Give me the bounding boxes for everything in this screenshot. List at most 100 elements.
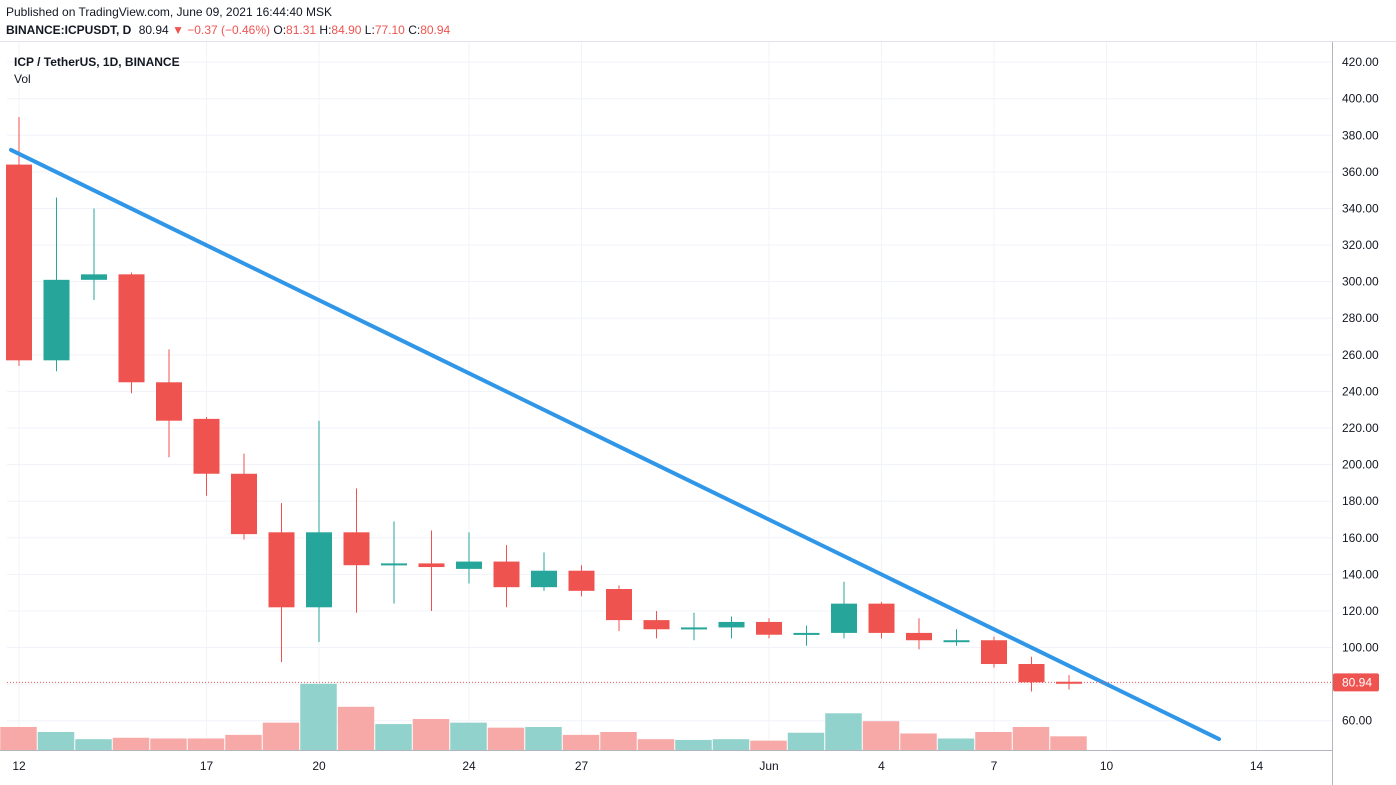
- candle-body[interactable]: [456, 561, 482, 569]
- y-tick-label: 420.00: [1342, 55, 1379, 69]
- candle-body[interactable]: [6, 164, 32, 361]
- close-label: C:: [408, 23, 421, 37]
- volume-bar: [450, 722, 487, 750]
- candle-body[interactable]: [568, 570, 595, 591]
- volume-bar: [787, 732, 825, 750]
- volume-bar: [750, 740, 787, 750]
- candle-body[interactable]: [381, 563, 407, 566]
- symbol-label: BINANCE:ICPUSDT, D: [6, 23, 132, 37]
- x-tick-label: Jun: [759, 759, 778, 773]
- volume-bar: [900, 733, 937, 750]
- candle-body[interactable]: [756, 621, 782, 635]
- y-tick-label: 180.00: [1342, 494, 1379, 508]
- high-label: H:: [319, 23, 332, 37]
- y-tick-label: 300.00: [1342, 275, 1379, 289]
- volume-bar: [412, 719, 450, 750]
- candle-body[interactable]: [681, 627, 707, 630]
- x-tick-label: 7: [991, 759, 998, 773]
- candle-body[interactable]: [831, 603, 857, 633]
- y-tick-label: 280.00: [1342, 311, 1379, 325]
- down-arrow-icon: ▼: [172, 23, 184, 37]
- candle-body[interactable]: [118, 274, 145, 383]
- y-tick-label: 240.00: [1342, 384, 1379, 398]
- candle-body[interactable]: [43, 279, 70, 361]
- x-tick-label: 17: [200, 759, 214, 773]
- volume-bar: [562, 734, 600, 750]
- volume-bar: [112, 737, 150, 750]
- candle-body[interactable]: [343, 532, 370, 566]
- y-tick-label: 340.00: [1342, 201, 1379, 215]
- y-tick-label: 100.00: [1342, 641, 1379, 655]
- open-value: 81.31: [286, 23, 317, 37]
- candle-body[interactable]: [231, 473, 257, 535]
- candle-body[interactable]: [306, 532, 332, 608]
- chart-legend: ICP / TetherUS, 1D, BINANCE Vol: [14, 54, 180, 88]
- volume-bar: [675, 739, 712, 750]
- last-price-tag-label: 80.94: [1342, 675, 1372, 689]
- x-tick-label: 4: [878, 759, 885, 773]
- y-tick-label: 160.00: [1342, 531, 1379, 545]
- y-tick-label: 60.00: [1342, 714, 1372, 728]
- last-price: 80.94: [138, 23, 169, 37]
- y-tick-label: 200.00: [1342, 458, 1379, 472]
- volume-bar: [600, 732, 637, 750]
- candle-body[interactable]: [1018, 664, 1045, 683]
- x-tick-label: 10: [1100, 759, 1114, 773]
- open-label: O:: [273, 23, 287, 37]
- volume-bar: [262, 722, 300, 750]
- volume-bar: [75, 739, 112, 750]
- candle-body[interactable]: [418, 563, 445, 568]
- y-tick-label: 140.00: [1342, 567, 1379, 581]
- y-tick-label: 260.00: [1342, 348, 1379, 362]
- volume-bar: [525, 726, 562, 750]
- high-value: 84.90: [331, 23, 362, 37]
- legend-title: ICP / TetherUS, 1D, BINANCE: [14, 55, 180, 69]
- volume-bar: [937, 738, 975, 750]
- candle-body[interactable]: [268, 532, 295, 608]
- volume-bar: [300, 683, 337, 750]
- candle-body[interactable]: [943, 640, 970, 643]
- candle-body[interactable]: [793, 632, 820, 635]
- low-label: L:: [364, 23, 375, 37]
- candle-body[interactable]: [718, 621, 745, 628]
- x-tick-label: 27: [575, 759, 589, 773]
- x-tick-label: 14: [1250, 759, 1264, 773]
- candle-body[interactable]: [156, 382, 182, 421]
- y-tick-label: 120.00: [1342, 604, 1379, 618]
- candle-body[interactable]: [981, 640, 1007, 665]
- volume-bar: [225, 734, 262, 750]
- volume-bar: [825, 713, 862, 750]
- volume-bar: [337, 706, 375, 750]
- volume-bar: [375, 724, 412, 750]
- x-tick-label: 20: [312, 759, 326, 773]
- y-tick-label: 400.00: [1342, 92, 1379, 106]
- y-tick-label: 360.00: [1342, 165, 1379, 179]
- volume-bar: [487, 727, 525, 750]
- volume-bar: [187, 738, 225, 750]
- volume-legend: Vol: [14, 72, 31, 86]
- x-tick-label: 12: [12, 759, 26, 773]
- y-tick-label: 380.00: [1342, 128, 1379, 142]
- y-tick-label: 320.00: [1342, 238, 1379, 252]
- trendline[interactable]: [9, 147, 1221, 742]
- volume-bar: [1012, 726, 1050, 750]
- last-price-tag: [1333, 673, 1379, 692]
- candle-body[interactable]: [193, 418, 220, 474]
- volume-bar: [37, 732, 75, 750]
- volume-bar: [975, 732, 1012, 750]
- candle-body[interactable]: [906, 632, 932, 641]
- volume-bar: [862, 721, 900, 750]
- candle-body[interactable]: [531, 570, 557, 588]
- candle-body[interactable]: [606, 589, 632, 621]
- volume-bar: [712, 739, 750, 750]
- candle-body[interactable]: [868, 603, 895, 633]
- candle-body[interactable]: [643, 620, 670, 630]
- candle-body[interactable]: [493, 561, 520, 588]
- ohlc-header: BINANCE:ICPUSDT, D 80.94 ▼ −0.37 (−0.46%…: [6, 23, 450, 37]
- y-tick-label: 220.00: [1342, 421, 1379, 435]
- candle-body[interactable]: [81, 274, 107, 280]
- price-change: −0.37 (−0.46%): [187, 23, 271, 37]
- volume-bar: [0, 726, 37, 750]
- volume-bar: [150, 738, 187, 750]
